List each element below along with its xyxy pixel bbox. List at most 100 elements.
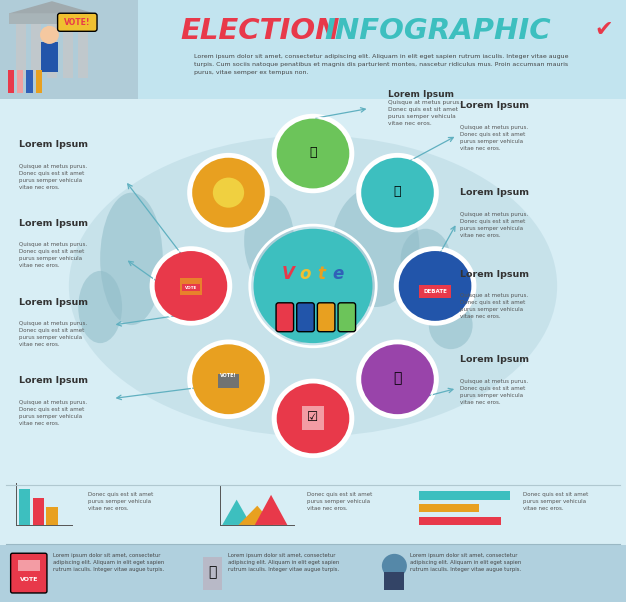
Circle shape [272, 114, 354, 193]
Text: DEBATE: DEBATE [423, 289, 447, 294]
Bar [302, 406, 324, 430]
Bar [182, 284, 200, 291]
Text: Lorem Ipsum: Lorem Ipsum [388, 90, 454, 99]
Bar [419, 491, 510, 500]
Text: Lorem ipsum dolor sit amet, consectetur
adipiscing elit. Aliquam in elit eget sa: Lorem ipsum dolor sit amet, consectetur … [228, 553, 340, 572]
Text: 👤: 👤 [393, 371, 402, 386]
Text: Lorem ipsum dolor sit amet, consectetur
adipiscing elit. Aliquam in elit eget sa: Lorem ipsum dolor sit amet, consectetur … [410, 553, 521, 572]
Text: Quisque at metus purus.
Donec quis est sit amet
purus semper vehicula
vitae nec : Quisque at metus purus. Donec quis est s… [460, 379, 528, 405]
Ellipse shape [332, 187, 419, 307]
Circle shape [187, 340, 270, 419]
Circle shape [40, 26, 59, 44]
Bar [180, 278, 202, 295]
Circle shape [155, 251, 227, 321]
FancyBboxPatch shape [58, 13, 97, 31]
Circle shape [382, 554, 407, 578]
Text: o: o [300, 265, 311, 283]
Text: VOTE!: VOTE! [220, 373, 237, 378]
Ellipse shape [244, 196, 294, 286]
Ellipse shape [78, 271, 122, 343]
Text: e: e [332, 265, 344, 283]
Text: 📢: 📢 [309, 146, 317, 159]
Bar [9, 13, 94, 24]
Text: 👥: 👥 [394, 185, 401, 198]
Polygon shape [9, 1, 94, 13]
Circle shape [213, 178, 244, 208]
Text: INFOGRAPHIC: INFOGRAPHIC [325, 17, 552, 45]
Bar [63, 21, 73, 78]
Circle shape [192, 158, 265, 228]
FancyBboxPatch shape [338, 303, 356, 332]
Text: ☑: ☑ [307, 411, 319, 424]
Text: Lorem ipsum dolor sit amet, consectetur
adipiscing elit. Aliquam in elit eget sa: Lorem ipsum dolor sit amet, consectetur … [53, 553, 165, 572]
Text: Lorem Ipsum: Lorem Ipsum [460, 270, 529, 279]
Text: Quisque at metus purus.
Donec quis est sit amet
purus semper vehicula
vitae nec : Quisque at metus purus. Donec quis est s… [19, 400, 87, 426]
Text: V: V [282, 265, 294, 283]
Text: VOTE!: VOTE! [64, 18, 90, 26]
Bar [17, 70, 23, 93]
Text: Quisque at metus purus.
Donec quis est sit amet
purus semper vehicula
vitae nec : Quisque at metus purus. Donec quis est s… [19, 164, 87, 190]
Bar [18, 560, 40, 571]
Bar [47, 21, 57, 78]
Ellipse shape [429, 301, 473, 349]
Circle shape [150, 246, 232, 326]
Text: 📋: 📋 [208, 565, 217, 579]
Text: Lorem Ipsum: Lorem Ipsum [19, 376, 88, 385]
Bar [0, 545, 626, 602]
Text: Quisque at metus purus.
Donec quis est sit amet
purus semper vehicula
vitae nec : Quisque at metus purus. Donec quis est s… [388, 100, 461, 126]
Circle shape [361, 344, 434, 414]
Text: Quisque at metus purus.
Donec quis est sit amet
purus semper vehicula
vitae nec : Quisque at metus purus. Donec quis est s… [460, 293, 528, 319]
Ellipse shape [401, 229, 451, 289]
Circle shape [272, 379, 354, 458]
FancyBboxPatch shape [276, 303, 294, 332]
Bar [8, 70, 14, 93]
Text: Lorem Ipsum: Lorem Ipsum [460, 355, 529, 364]
Bar [26, 70, 33, 93]
Text: Lorem ipsum dolor sit amet, consectetur adipiscing elit. Aliquam in elit eget sa: Lorem ipsum dolor sit amet, consectetur … [194, 54, 568, 75]
Circle shape [361, 158, 434, 228]
Ellipse shape [282, 259, 319, 343]
Text: VOTE: VOTE [185, 286, 197, 290]
Circle shape [254, 229, 372, 343]
Text: ✔: ✔ [595, 20, 613, 40]
Text: Quisque at metus purus.
Donec quis est sit amet
purus semper vehicula
vitae nec : Quisque at metus purus. Donec quis est s… [19, 321, 87, 347]
Text: Lorem Ipsum: Lorem Ipsum [460, 188, 529, 197]
Text: Donec quis est sit amet
purus semper vehicula
vitae nec eros.: Donec quis est sit amet purus semper veh… [307, 492, 372, 512]
Bar [419, 504, 479, 512]
Circle shape [277, 119, 349, 188]
Bar [0, 0, 626, 99]
Bar [46, 507, 58, 525]
Text: Lorem Ipsum: Lorem Ipsum [19, 219, 88, 228]
Circle shape [187, 153, 270, 232]
FancyBboxPatch shape [11, 553, 47, 593]
Text: Lorem Ipsum: Lorem Ipsum [460, 101, 529, 110]
Text: Donec quis est sit amet
purus semper vehicula
vitae nec eros.: Donec quis est sit amet purus semper veh… [523, 492, 588, 512]
Polygon shape [222, 500, 251, 525]
Ellipse shape [100, 193, 163, 325]
Bar [218, 374, 239, 388]
Text: Quisque at metus purus.
Donec quis est sit amet
purus semper vehicula
vitae nec : Quisque at metus purus. Donec quis est s… [460, 212, 528, 238]
Polygon shape [255, 495, 287, 525]
Circle shape [277, 383, 349, 453]
Bar [0, 0, 138, 99]
Bar [36, 70, 42, 93]
Bar [33, 498, 44, 525]
Text: t: t [318, 265, 326, 283]
Text: Donec quis est sit amet
purus semper vehicula
vitae nec eros.: Donec quis est sit amet purus semper veh… [88, 492, 153, 512]
Text: ELECTION: ELECTION [180, 17, 339, 45]
Circle shape [192, 344, 265, 414]
Bar [419, 517, 501, 525]
Bar [78, 21, 88, 78]
FancyBboxPatch shape [317, 303, 335, 332]
Text: Lorem Ipsum: Lorem Ipsum [19, 140, 88, 149]
FancyBboxPatch shape [297, 303, 314, 332]
Circle shape [394, 246, 476, 326]
Text: Quisque at metus purus.
Donec quis est sit amet
purus semper vehicula
vitae nec : Quisque at metus purus. Donec quis est s… [460, 125, 528, 150]
Circle shape [399, 251, 471, 321]
Bar [419, 285, 451, 298]
Text: Quisque at metus purus.
Donec quis est sit amet
purus semper vehicula
vitae nec : Quisque at metus purus. Donec quis est s… [19, 242, 87, 268]
Text: Lorem Ipsum: Lorem Ipsum [19, 298, 88, 307]
Bar [41, 42, 58, 72]
Ellipse shape [69, 135, 557, 436]
Bar [31, 21, 41, 78]
